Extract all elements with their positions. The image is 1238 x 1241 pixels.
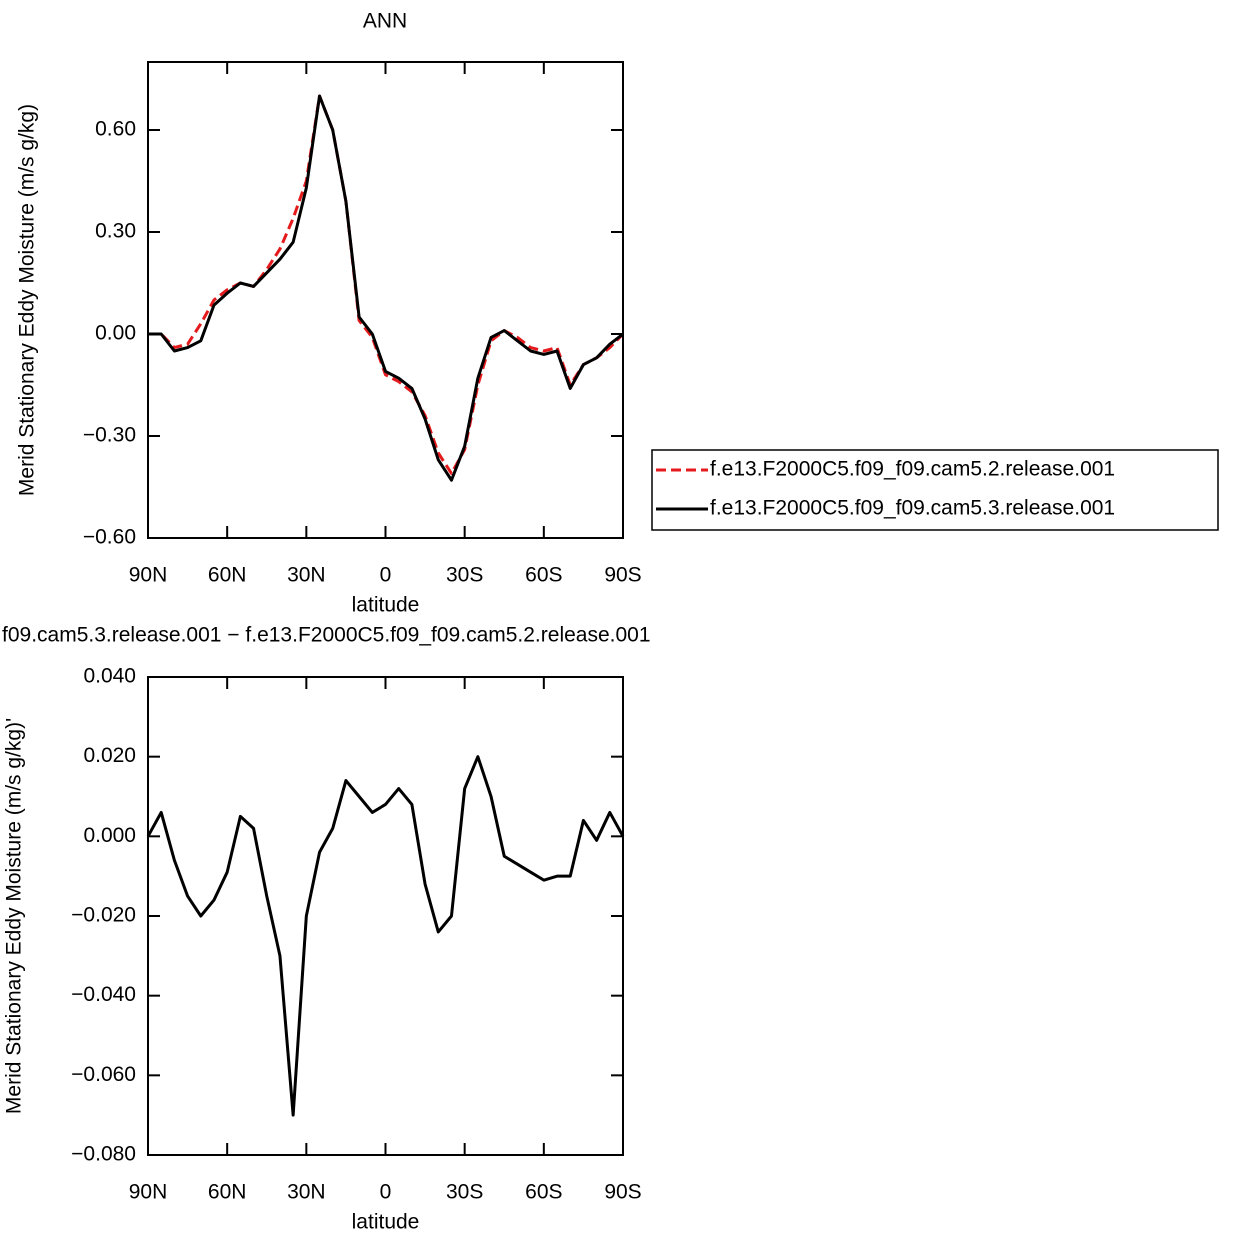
y-tick-label: −0.080 — [71, 1143, 136, 1166]
x-tick-label: 60N — [208, 564, 247, 587]
x-axis-label: latitude — [352, 594, 420, 617]
y-tick-label: −0.020 — [71, 904, 136, 927]
y-axis-label: Merid Stationary Eddy Moisture (m/s g/kg… — [3, 718, 26, 1114]
data-line — [146, 755, 625, 1117]
data-line — [148, 94, 625, 475]
x-tick-label: 90S — [604, 1181, 641, 1204]
y-tick-label: 0.30 — [95, 220, 136, 243]
legend: f.e13.F2000C5.f09_f09.cam5.2.release.001… — [651, 449, 1219, 531]
x-tick-label: 0 — [380, 1181, 392, 1204]
x-tick-label: 30N — [287, 1181, 326, 1204]
y-tick-label: 0.00 — [95, 322, 136, 345]
chart-title: f09.cam5.3.release.001 − f.e13.F2000C5.f… — [2, 624, 651, 647]
y-tick-label: −0.060 — [71, 1063, 136, 1086]
y-tick-label: 0.60 — [95, 118, 136, 141]
plot-frame — [147, 61, 624, 539]
x-tick-label: 90N — [129, 564, 168, 587]
x-tick-label: 60S — [525, 1181, 562, 1204]
x-axis-label: latitude — [352, 1211, 420, 1234]
plot-frame — [147, 676, 624, 1156]
x-tick-label: 90S — [604, 564, 641, 587]
legend-label: f.e13.F2000C5.f09_f09.cam5.3.release.001 — [710, 497, 1115, 520]
y-tick-label: 0.020 — [83, 744, 136, 767]
legend-label: f.e13.F2000C5.f09_f09.cam5.2.release.001 — [710, 458, 1115, 481]
y-tick-label: 0.040 — [83, 665, 136, 688]
x-tick-label: 30S — [446, 564, 483, 587]
x-tick-label: 30N — [287, 564, 326, 587]
y-tick-label: 0.000 — [83, 824, 136, 847]
x-tick-label: 30S — [446, 1181, 483, 1204]
y-tick-label: −0.60 — [83, 526, 136, 549]
legend-box — [651, 449, 1219, 531]
y-tick-label: −0.040 — [71, 983, 136, 1006]
y-tick-label: −0.30 — [83, 424, 136, 447]
x-tick-label: 90N — [129, 1181, 168, 1204]
x-tick-label: 60S — [525, 564, 562, 587]
x-tick-label: 60N — [208, 1181, 247, 1204]
y-axis-label: Merid Stationary Eddy Moisture (m/s g/kg… — [16, 104, 39, 496]
data-line — [148, 94, 624, 482]
x-tick-label: 0 — [380, 564, 392, 587]
chart-title: ANN — [363, 10, 407, 33]
